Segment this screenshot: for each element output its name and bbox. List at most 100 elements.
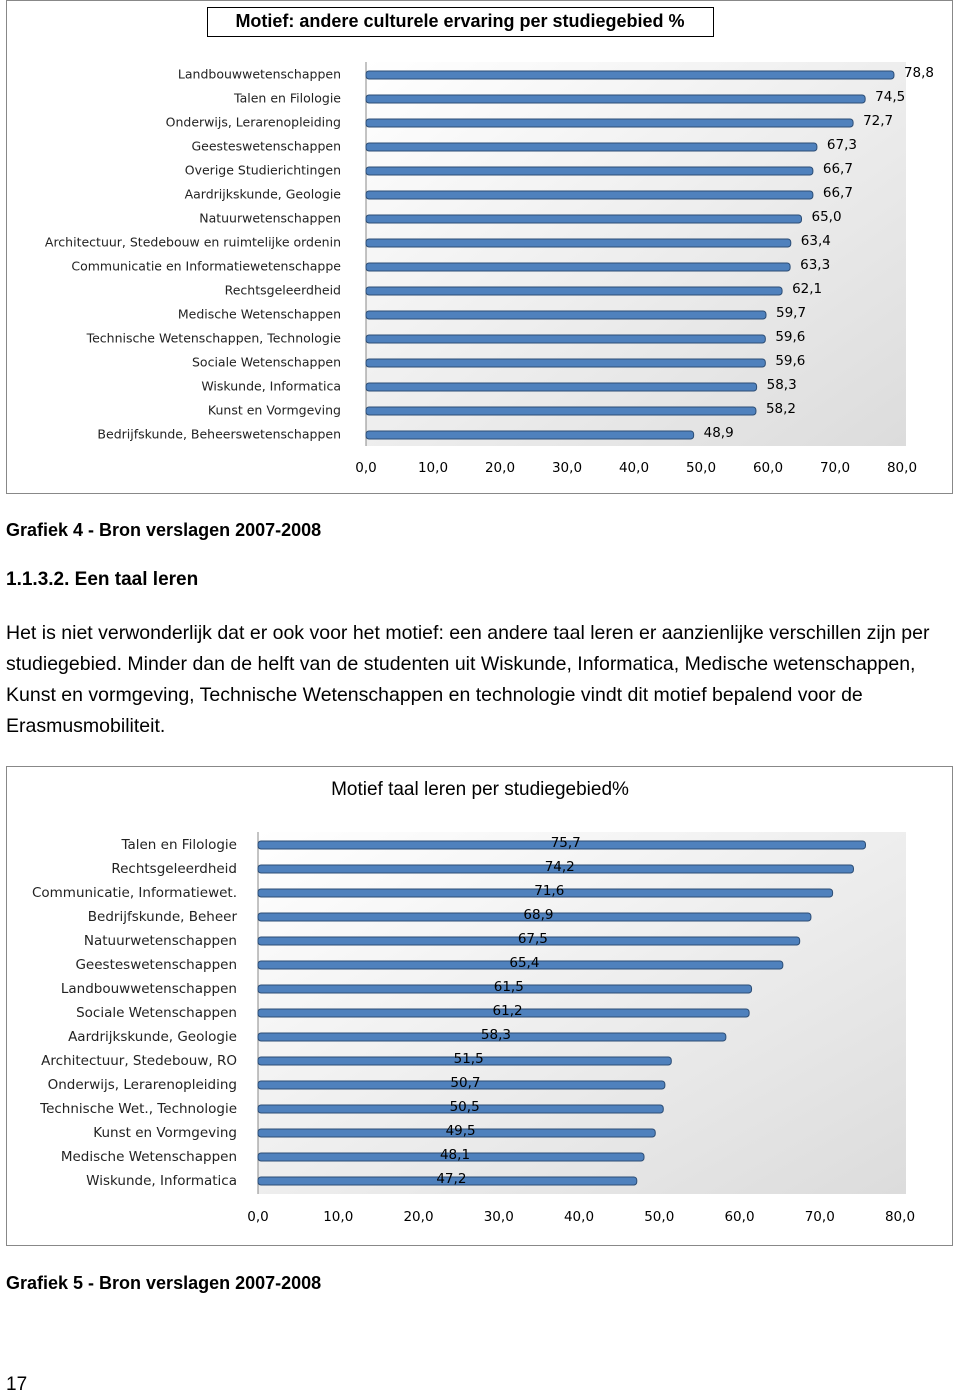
data-label: 59,6	[775, 329, 805, 345]
bar	[365, 118, 854, 128]
data-label: 58,3	[767, 377, 797, 393]
data-label: 66,7	[823, 161, 853, 177]
bar	[257, 840, 866, 850]
bar	[257, 1056, 672, 1066]
data-label: 59,7	[776, 305, 806, 321]
bar	[257, 1104, 664, 1114]
heading: 1.1.3.2. Een taal leren	[6, 569, 199, 590]
y-tick-label: Talen en Filologie	[120, 837, 237, 853]
y-tick-label: Geesteswetenschappen	[75, 957, 237, 973]
x-tick-label: 40,0	[564, 1209, 594, 1225]
y-tick-label: Rechtsgeleerdheid	[111, 861, 237, 877]
y-tick-label: Architectuur, Stedebouw, RO	[41, 1053, 237, 1069]
bar	[365, 190, 814, 200]
y-tick-label: Bedrijfskunde, Beheer	[88, 909, 238, 925]
data-label: 67,3	[827, 137, 857, 153]
bar	[365, 334, 766, 344]
bar	[365, 214, 802, 224]
bar	[257, 1032, 727, 1042]
bar	[257, 1176, 638, 1186]
bar	[257, 1152, 645, 1162]
data-label: 47,2	[436, 1171, 466, 1187]
x-tick-label: 0,0	[247, 1209, 268, 1225]
data-label: 66,7	[823, 185, 853, 201]
y-tick-label: Sociale Wetenschappen	[76, 1005, 237, 1021]
data-label: 68,9	[523, 907, 553, 923]
y-tick-label: Onderwijs, Lerarenopleiding	[48, 1077, 237, 1093]
data-label: 61,5	[494, 979, 524, 995]
x-tick-label: 60,0	[724, 1209, 754, 1225]
y-tick-label: Sociale Wetenschappen	[192, 355, 341, 370]
x-tick-label: 50,0	[686, 460, 716, 476]
data-label: 61,2	[493, 1003, 523, 1019]
x-tick-label: 80,0	[887, 460, 917, 476]
bar	[257, 1128, 656, 1138]
y-tick-label: Rechtsgeleerdheid	[225, 283, 341, 298]
y-tick-label: Communicatie en Informatiewetenschappe	[71, 259, 341, 274]
x-tick-label: 20,0	[485, 460, 515, 476]
y-tick-label: Kunst en Vormgeving	[93, 1125, 237, 1141]
x-tick-label: 10,0	[323, 1209, 353, 1225]
bar	[257, 1080, 666, 1090]
bar	[365, 166, 814, 176]
bar	[365, 286, 783, 296]
data-label: 74,5	[875, 89, 905, 105]
data-label: 71,6	[534, 883, 564, 899]
y-tick-label: Geesteswetenschappen	[191, 139, 341, 154]
bar	[365, 94, 866, 104]
caption: Grafiek 4 - Bron verslagen 2007-2008	[6, 520, 322, 540]
y-tick-label: Communicatie, Informatiewet.	[32, 885, 237, 901]
data-label: 48,1	[440, 1147, 470, 1163]
data-label: 65,0	[812, 209, 842, 225]
bar	[257, 1008, 750, 1018]
data-label: 72,7	[863, 113, 893, 129]
y-tick-label: Landbouwwetenschappen	[61, 981, 237, 997]
chart-title: Motief taal leren per studiegebied%	[331, 779, 629, 800]
chart: Motief taal leren per studiegebied% 0,0 1…	[6, 766, 953, 1246]
x-tick-label: 80,0	[885, 1209, 915, 1225]
data-label: 59,6	[775, 353, 805, 369]
y-tick-label: Wiskunde, Informatica	[86, 1173, 237, 1189]
bar	[257, 864, 854, 874]
data-label: 58,2	[766, 401, 796, 417]
x-tick-label: 70,0	[805, 1209, 835, 1225]
x-tick-label: 70,0	[820, 460, 850, 476]
data-label: 62,1	[792, 281, 822, 297]
data-label: 63,4	[801, 233, 831, 249]
y-tick-label: Kunst en Vormgeving	[208, 403, 341, 418]
y-tick-label: Natuurwetenschappen	[199, 211, 341, 226]
chart: Motief: andere culturele ervaring per st…	[6, 0, 953, 494]
x-tick-label: 50,0	[644, 1209, 674, 1225]
y-tick-label: Talen en Filologie	[233, 91, 341, 106]
data-label: 50,5	[450, 1099, 480, 1115]
caption: Grafiek 5 - Bron verslagen 2007-2008	[6, 1273, 322, 1293]
y-tick-label: Technische Wet., Technologie	[39, 1101, 237, 1117]
data-label: 58,3	[481, 1027, 511, 1043]
x-tick-label: 10,0	[418, 460, 448, 476]
bar	[365, 70, 895, 80]
data-label: 74,2	[545, 859, 575, 875]
bar	[365, 142, 818, 152]
chart-title: Motief: andere culturele ervaring per st…	[235, 11, 684, 31]
y-tick-label: Landbouwwetenschappen	[178, 67, 341, 82]
data-label: 65,4	[509, 955, 539, 971]
bar	[257, 960, 784, 970]
y-tick-label: Aardrijkskunde, Geologie	[68, 1029, 237, 1045]
paragraph: Het is niet verwonderlijk dat er ook voo…	[6, 622, 930, 737]
bar	[257, 936, 801, 946]
data-label: 63,3	[800, 257, 830, 273]
data-label: 49,5	[446, 1123, 476, 1139]
y-tick-label: Wiskunde, Informatica	[201, 379, 341, 394]
bar	[365, 358, 766, 368]
data-label: 48,9	[704, 425, 734, 441]
bar	[365, 310, 767, 320]
y-tick-label: Architectuur, Stedebouw en ruimtelijke o…	[45, 235, 341, 250]
bar	[365, 382, 758, 392]
y-tick-label: Natuurwetenschappen	[84, 933, 237, 949]
page-number: 17	[6, 1374, 28, 1395]
data-label: 78,8	[904, 65, 934, 81]
y-tick-label: Medische Wetenschappen	[178, 307, 341, 322]
x-tick-label: 40,0	[619, 460, 649, 476]
y-tick-label: Aardrijkskunde, Geologie	[185, 187, 342, 202]
